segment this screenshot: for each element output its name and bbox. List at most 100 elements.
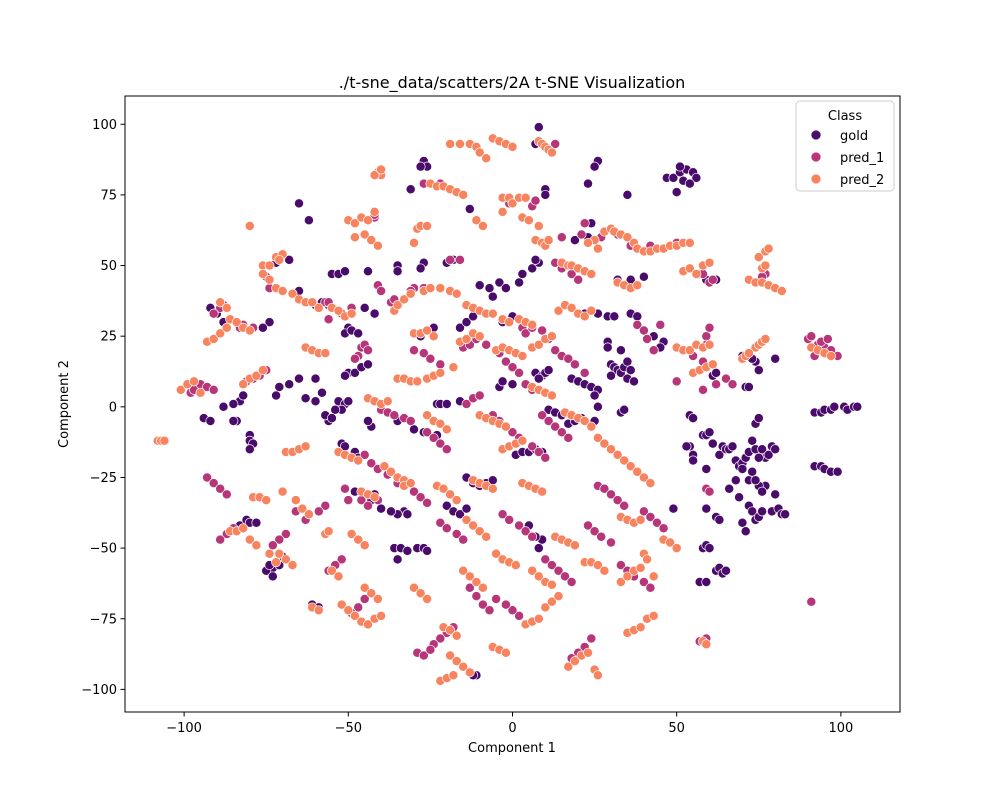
point-pred_1 [514,520,525,531]
point-gold [668,172,679,183]
point-pred_1 [359,449,370,460]
point-pred_2 [520,192,531,203]
point-pred_2 [533,339,544,350]
point-pred_1 [707,274,718,285]
point-pred_2 [691,269,702,279]
point-pred_2 [481,531,492,542]
point-pred_1 [320,500,331,511]
point-pred_1 [313,506,324,517]
point-pred_2 [487,308,498,319]
point-pred_1 [425,353,436,364]
point-pred_1 [721,373,731,384]
point-gold [392,266,403,277]
point-pred_2 [333,571,344,582]
point-pred_2 [635,562,646,573]
point-gold [514,277,525,288]
point-gold [619,404,630,415]
point-gold [455,322,465,333]
point-pred_1 [208,308,219,319]
point-gold [737,517,748,528]
point-pred_2 [353,455,364,466]
point-gold [267,571,278,582]
point-pred_2 [491,548,502,559]
point-pred_2 [546,147,557,158]
point-pred_2 [445,489,456,500]
point-pred_2 [175,384,186,395]
point-pred_1 [353,602,364,613]
point-gold [606,370,616,381]
point-pred_2 [359,229,370,240]
point-pred_1 [389,410,400,421]
point-pred_2 [274,548,285,559]
point-gold [464,204,475,214]
point-pred_1 [546,560,557,571]
point-pred_2 [563,661,574,672]
point-pred_2 [543,235,554,246]
point-pred_1 [215,534,226,545]
point-gold [753,452,764,463]
point-pred_2 [412,376,423,387]
point-gold [497,376,508,387]
point-pred_1 [497,509,508,520]
point-pred_2 [448,670,459,681]
point-pred_1 [615,560,626,571]
y-axis: −100 −75 −50 −25 0 25 50 75 100 [81,118,125,698]
point-pred_1 [655,319,666,330]
point-pred_2 [363,619,373,630]
point-pred_2 [612,449,623,460]
point-pred_1 [461,399,472,409]
x-tick-label: −50 [335,721,362,736]
point-pred_1 [451,529,462,539]
point-pred_1 [632,319,643,330]
point-gold [461,317,472,328]
point-gold [474,280,485,291]
point-pred_2 [461,514,472,525]
point-pred_1 [638,577,649,587]
point-pred_2 [474,147,485,158]
point-pred_1 [806,596,817,607]
point-pred_2 [336,599,347,610]
point-gold [770,444,781,455]
point-gold [310,373,321,384]
point-gold [701,577,712,587]
point-gold [228,416,239,426]
point-pred_2 [392,300,403,311]
point-gold [402,545,413,556]
point-gold [376,503,387,514]
point-pred_2 [468,520,479,531]
point-pred_1 [579,218,590,229]
point-gold [743,382,754,392]
point-pred_1 [500,356,511,367]
y-tick-label: 75 [100,188,117,203]
point-pred_2 [481,153,492,164]
point-pred_1 [435,438,446,449]
point-pred_1 [711,379,722,390]
point-gold [701,464,712,474]
point-gold [363,416,373,426]
point-pred_1 [359,594,370,604]
point-gold [294,373,304,384]
point-pred_2 [441,424,452,435]
point-pred_2 [238,523,249,534]
point-pred_2 [638,472,649,483]
point-pred_1 [556,427,567,438]
point-pred_1 [484,605,495,616]
point-pred_2 [527,565,538,576]
point-pred_2 [244,534,255,545]
point-pred_2 [369,206,380,217]
point-gold [392,554,403,565]
point-pred_2 [635,514,646,525]
x-tick-label: 50 [668,721,685,736]
point-pred_1 [550,139,561,149]
point-pred_1 [366,458,377,469]
point-pred_2 [586,305,597,316]
point-pred_1 [267,540,278,551]
y-tick-label: −75 [90,612,117,627]
point-pred_2 [313,302,324,313]
point-gold [257,322,268,333]
point-pred_2 [684,237,695,248]
point-pred_1 [500,599,511,610]
point-pred_2 [760,260,771,271]
point-gold [701,503,712,514]
point-pred_1 [579,367,590,378]
